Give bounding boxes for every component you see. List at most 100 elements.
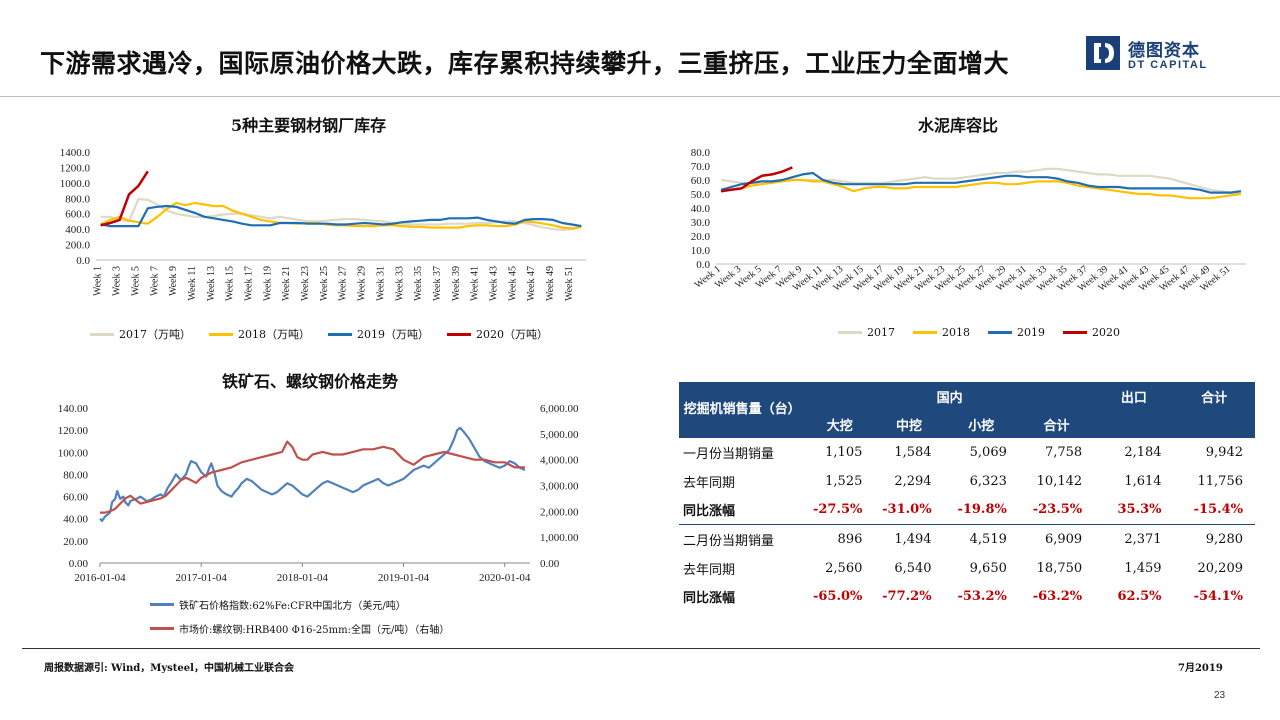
table-cell: 6,323: [969, 473, 1007, 489]
table-cell: 6,909: [1044, 531, 1083, 547]
table-cell: 9,650: [969, 560, 1007, 576]
y-tick-label: 0.0: [76, 255, 90, 267]
y-left-tick-label: 140.00: [58, 403, 89, 415]
table-cell: -53.2%: [957, 589, 1007, 605]
row-label: 去年同期: [683, 475, 736, 491]
table-row: 同比涨幅 -27.5% -31.0% -19.8% -23.5% 35.3% -15.4%: [679, 495, 1255, 526]
y-left-tick-label: 0.00: [69, 558, 89, 570]
x-tick-label: Week 45: [507, 266, 518, 301]
table-cell: -31.0%: [874, 495, 944, 526]
table-header-export: 出口: [1094, 382, 1174, 410]
legend-item-2018: 2018（万吨）: [209, 326, 310, 342]
cement-legend: 2017 2018 2019 2020: [838, 326, 1120, 339]
y-left-tick-label: 100.00: [58, 447, 89, 459]
y-right-tick-label: 3,000.00: [540, 481, 579, 493]
header-divider: [0, 96, 1280, 97]
legend-item-2020: 2020: [1063, 326, 1120, 339]
table-cell: 6,540: [894, 560, 932, 576]
x-tick-label: Week 29: [357, 266, 368, 301]
table-subheader: 中挖: [874, 410, 944, 438]
series-line-s2019: [100, 204, 582, 228]
x-tick-label: Week 43: [488, 266, 499, 301]
x-tick-label: Week 47: [526, 266, 537, 301]
legend-item-2018: 2018: [913, 326, 970, 339]
table-cell: 2,371: [1124, 531, 1162, 547]
x-tick-label: Week 37: [432, 266, 443, 301]
y-left-tick-label: 20.00: [63, 536, 88, 548]
table-cell: 896: [837, 531, 863, 547]
table-row: 一月份当期销量 1,105 1,584 5,069 7,758 2,184 9,942: [679, 438, 1255, 467]
y-right-tick-label: 1,000.00: [540, 532, 579, 544]
y-tick-label: 30.0: [691, 217, 711, 229]
series-line-s2019: [720, 171, 1242, 194]
x-tick-label: Week 49: [545, 266, 556, 301]
legend-item-2019: 2019: [988, 326, 1045, 339]
cement-chart: 0.0 10.0 20.0 30.0 40.0 50.0 60.0 70.0 80.0 Week …: [660, 140, 1250, 320]
x-tick-label: Week 17: [243, 266, 254, 301]
x-tick-label: Week 23: [300, 266, 311, 301]
table-row: 去年同期 1,525 2,294 6,323 10,142 1,614 11,756: [679, 467, 1255, 496]
y-tick-label: 400.0: [65, 224, 90, 236]
x-tick-label: Week 33: [394, 266, 405, 301]
table-cell: -65.0%: [812, 589, 863, 605]
table-subheader: 小挖: [943, 410, 1019, 438]
footer-divider: [22, 648, 1260, 649]
legend-item-2020: 2020（万吨）: [447, 326, 548, 342]
row-label: 去年同期: [683, 562, 736, 578]
table-cell: 1,525: [825, 473, 863, 489]
table-cell: 9,942: [1205, 444, 1243, 460]
y-tick-label: 80.0: [691, 147, 711, 159]
logo-en-text: DT CAPITAL: [1128, 59, 1208, 71]
table-cell: 62.5%: [1117, 589, 1162, 605]
x-tick-label: Week 35: [413, 266, 424, 301]
x-tick-label: Week 19: [262, 266, 273, 301]
y-tick-label: 200.0: [65, 240, 90, 252]
iron-chart-title: 铁矿石、螺纹钢价格走势: [222, 372, 399, 391]
x-tick-label: Week 1: [93, 266, 104, 296]
table-cell: 9,280: [1205, 531, 1243, 547]
table-cell: 10,142: [1036, 473, 1083, 489]
table-cell: 1,584: [894, 444, 932, 460]
x-tick-label: 2017-01-04: [176, 572, 228, 584]
x-tick-label: 2018-01-04: [277, 572, 329, 584]
y-tick-label: 10.0: [691, 245, 711, 257]
table-cell: -63.2%: [1032, 589, 1083, 605]
row-label: 一月份当期销量: [683, 446, 775, 462]
legend-item-2017: 2017（万吨）: [90, 326, 191, 342]
y-tick-label: 800.0: [65, 193, 90, 205]
table-cell: 1,614: [1124, 473, 1162, 489]
series-line-s2020: [720, 166, 793, 193]
table-cell: 1,459: [1124, 560, 1162, 576]
table-cell: -27.5%: [805, 495, 875, 526]
iron-rebar-chart: 0.00 20.00 40.00 60.00 80.00 100.00 120.00 140.…: [40, 396, 610, 592]
y-tick-label: 40.0: [691, 203, 711, 215]
x-tick-label: Week 5: [130, 266, 141, 296]
cement-chart-title: 水泥库容比: [918, 116, 999, 135]
table-row: 二月份当期销量 896 1,494 4,519 6,909 2,371 9,280: [679, 525, 1255, 554]
y-left-tick-label: 80.00: [63, 469, 88, 481]
table-cell: 2,294: [894, 473, 932, 489]
x-tick-label: Week 9: [168, 266, 179, 296]
y-tick-label: 600.0: [65, 209, 90, 221]
y-tick-label: 50.0: [691, 189, 711, 201]
x-tick-label: Week 21: [281, 266, 292, 301]
table-cell: 2,560: [825, 560, 863, 576]
x-tick-label: Week 15: [225, 266, 236, 301]
x-tick-label: Week 3: [112, 266, 123, 296]
y-tick-label: 1000.0: [60, 178, 91, 190]
excavator-table: 挖掘机销售量（台） 国内 出口 合计 大挖 中挖 小挖 合计 一月份当期销量 1,…: [679, 382, 1255, 611]
x-tick-label: Week 39: [451, 266, 462, 301]
table-header-label: 挖掘机销售量（台）: [679, 382, 806, 438]
x-tick-label: Week 27: [338, 266, 349, 301]
y-left-tick-label: 60.00: [63, 492, 88, 504]
series-line-s2020: [100, 170, 149, 227]
steel-chart-title: 5种主要钢材钢厂库存: [231, 116, 387, 135]
legend-item-2019: 2019（万吨）: [328, 326, 429, 342]
x-tick-label: Week 41: [470, 266, 481, 301]
table-cell: -15.4%: [1173, 495, 1255, 526]
table-subheader: 大挖: [805, 410, 875, 438]
logo-mark: [1086, 36, 1120, 70]
table-cell: -54.1%: [1193, 589, 1243, 605]
legend-item-2017: 2017: [838, 326, 895, 339]
y-right-tick-label: 4,000.00: [540, 455, 579, 467]
